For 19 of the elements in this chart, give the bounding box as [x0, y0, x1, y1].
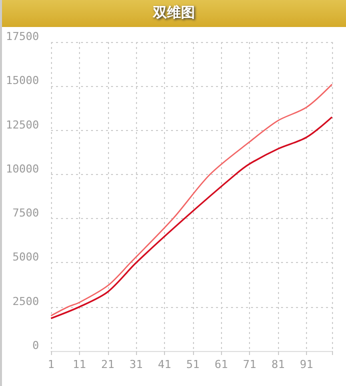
y-tick-label: 15000 [6, 74, 39, 88]
x-tick-label: 31 [130, 358, 143, 371]
x-tick-label: 71 [243, 358, 256, 371]
x-tick-label: 41 [158, 358, 172, 371]
x-tick-label: 11 [72, 358, 86, 371]
y-tick-label: 7500 [12, 206, 39, 220]
chart-title: 双维图 [2, 0, 346, 27]
y-tick-label: 17500 [6, 30, 39, 43]
y-tick-label: 10000 [6, 162, 39, 176]
x-tick-label: 91 [300, 358, 314, 371]
x-tick-label: 61 [214, 358, 228, 371]
y-tick-label: 0 [32, 339, 39, 352]
x-tick-label: 51 [186, 358, 200, 371]
y-tick-label: 2500 [12, 294, 39, 308]
x-tick-label: 81 [271, 358, 285, 371]
x-tick-label: 1 [48, 358, 54, 371]
y-tick-label: 5000 [12, 250, 39, 264]
x-tick-label: 21 [101, 358, 114, 371]
y-tick-label: 12500 [6, 118, 39, 132]
